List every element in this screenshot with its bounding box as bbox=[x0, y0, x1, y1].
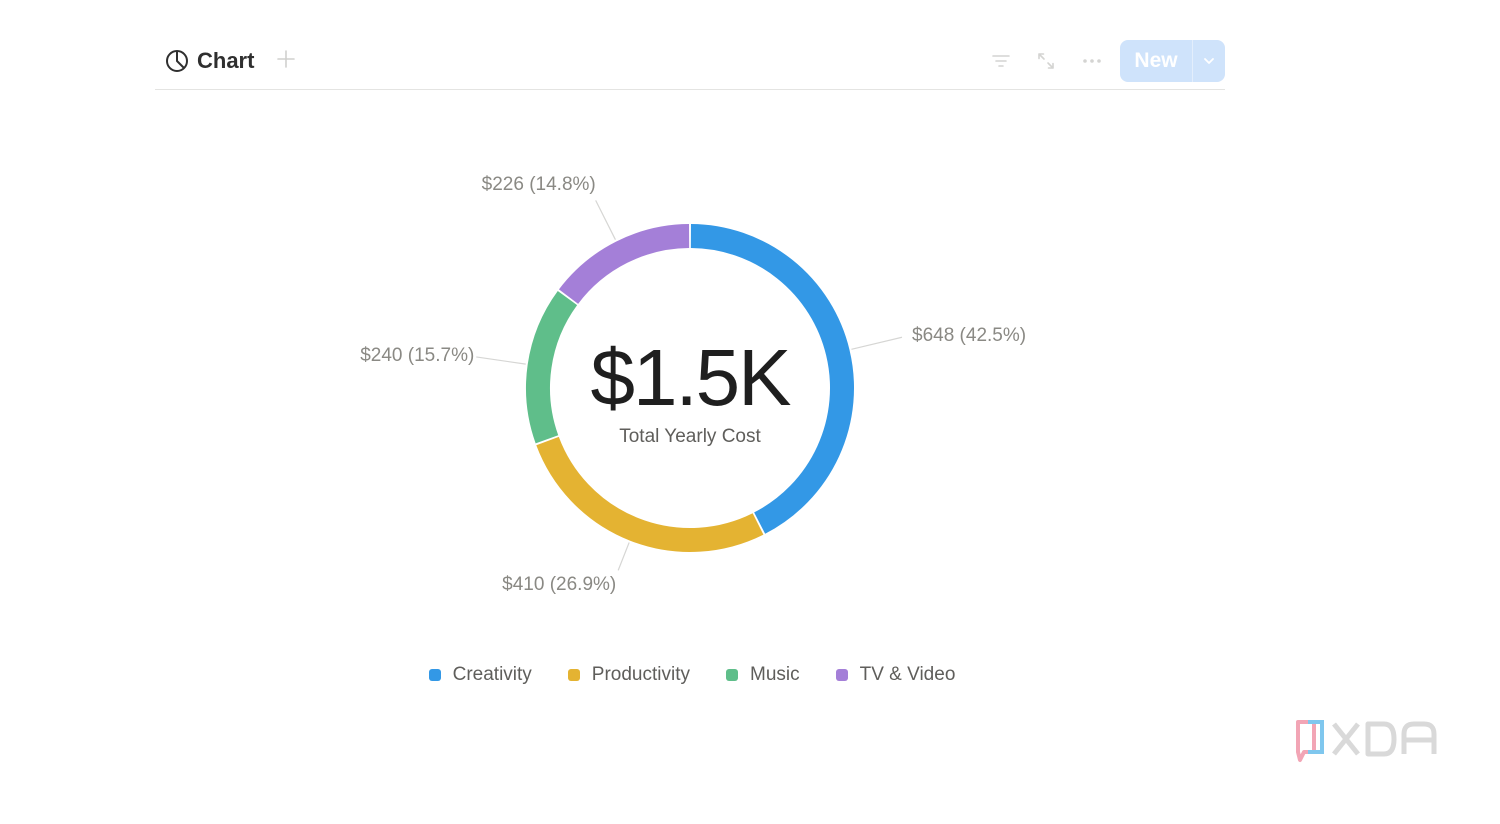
view-tab-label: Chart bbox=[197, 48, 255, 73]
add-view-plus-icon[interactable] bbox=[275, 48, 297, 70]
legend-label: TV & Video bbox=[859, 664, 956, 685]
donut-slice-creativity[interactable] bbox=[690, 224, 854, 534]
slice-label-creativity: $648 (42.5%) bbox=[912, 325, 1027, 347]
legend-swatch bbox=[428, 669, 441, 681]
donut-slice-tv-video[interactable] bbox=[558, 224, 690, 305]
filter-icon[interactable] bbox=[990, 50, 1012, 72]
view-toolbar: Chart New bbox=[155, 38, 1225, 90]
legend-item-tv-video[interactable]: TV & Video bbox=[835, 664, 956, 686]
chart-legend: Creativity Productivity Music TV & Video bbox=[0, 664, 1384, 686]
xda-watermark-logo bbox=[1296, 720, 1437, 762]
tab-chart-view[interactable]: Chart bbox=[165, 46, 254, 76]
total-value: $1.5K bbox=[590, 333, 791, 422]
legend-item-music[interactable]: Music bbox=[726, 664, 800, 686]
slice-label-music: $240 (15.7%) bbox=[360, 344, 475, 366]
legend-label: Productivity bbox=[591, 664, 690, 685]
pie-chart-icon bbox=[165, 49, 189, 73]
legend-label: Creativity bbox=[452, 664, 532, 685]
donut-slice-productivity[interactable] bbox=[536, 436, 764, 552]
legend-swatch bbox=[835, 669, 848, 681]
slice-label-tv-video: $226 (14.8%) bbox=[481, 174, 596, 196]
legend-swatch bbox=[567, 669, 580, 681]
new-button[interactable]: New bbox=[1134, 49, 1178, 72]
new-options-chevron-down-icon[interactable] bbox=[1193, 40, 1225, 82]
legend-swatch bbox=[726, 669, 738, 681]
leader-line-tv-video bbox=[595, 200, 616, 240]
new-button-group: New bbox=[1120, 40, 1225, 82]
donut-slice-music[interactable] bbox=[526, 290, 578, 444]
slice-label-productivity: $410 (26.9%) bbox=[502, 574, 617, 596]
total-label: Total Yearly Cost bbox=[619, 426, 761, 447]
new-button-divider bbox=[1192, 40, 1193, 82]
leader-line-music bbox=[476, 356, 526, 365]
legend-item-creativity[interactable]: Creativity bbox=[428, 664, 532, 686]
legend-label: Music bbox=[750, 664, 800, 685]
more-options-icon[interactable] bbox=[1081, 50, 1103, 72]
expand-icon[interactable] bbox=[1035, 50, 1057, 72]
leader-line-productivity bbox=[617, 542, 630, 571]
leader-line-creativity bbox=[851, 336, 903, 350]
legend-item-productivity[interactable]: Productivity bbox=[567, 664, 690, 686]
